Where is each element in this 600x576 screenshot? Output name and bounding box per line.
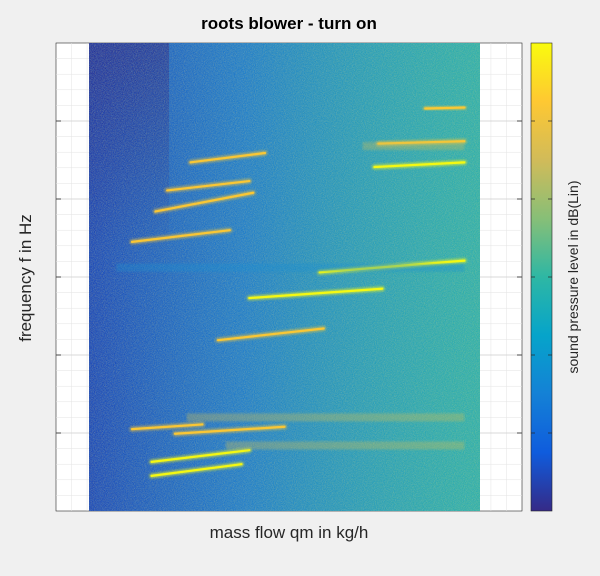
heatmap-noise-yellow [89,43,480,511]
ridge-line [373,161,466,169]
y-axis-label: frequency f in Hz [16,214,35,342]
ridge-line [216,327,325,342]
colorbar-ticks [531,120,552,434]
ridge-line [424,106,466,110]
ridge-line [189,151,267,164]
heatmap [89,43,480,511]
ridge-line [248,287,384,300]
ridge-line [166,179,251,192]
band [362,141,465,150]
band [225,441,465,450]
ridge-line [130,229,231,243]
ridge-line [154,191,255,213]
ridge-line [150,449,251,463]
ridge-line [130,423,204,431]
chart-title: roots blower - turn on [201,14,377,33]
band [186,413,465,422]
colorbar-label: sound pressure level in dB(Lin) [565,180,581,374]
x-axis-label: mass flow qm in kg/h [209,523,369,542]
ridge-line [150,463,243,477]
ridge-line [173,425,286,435]
band [116,263,465,272]
